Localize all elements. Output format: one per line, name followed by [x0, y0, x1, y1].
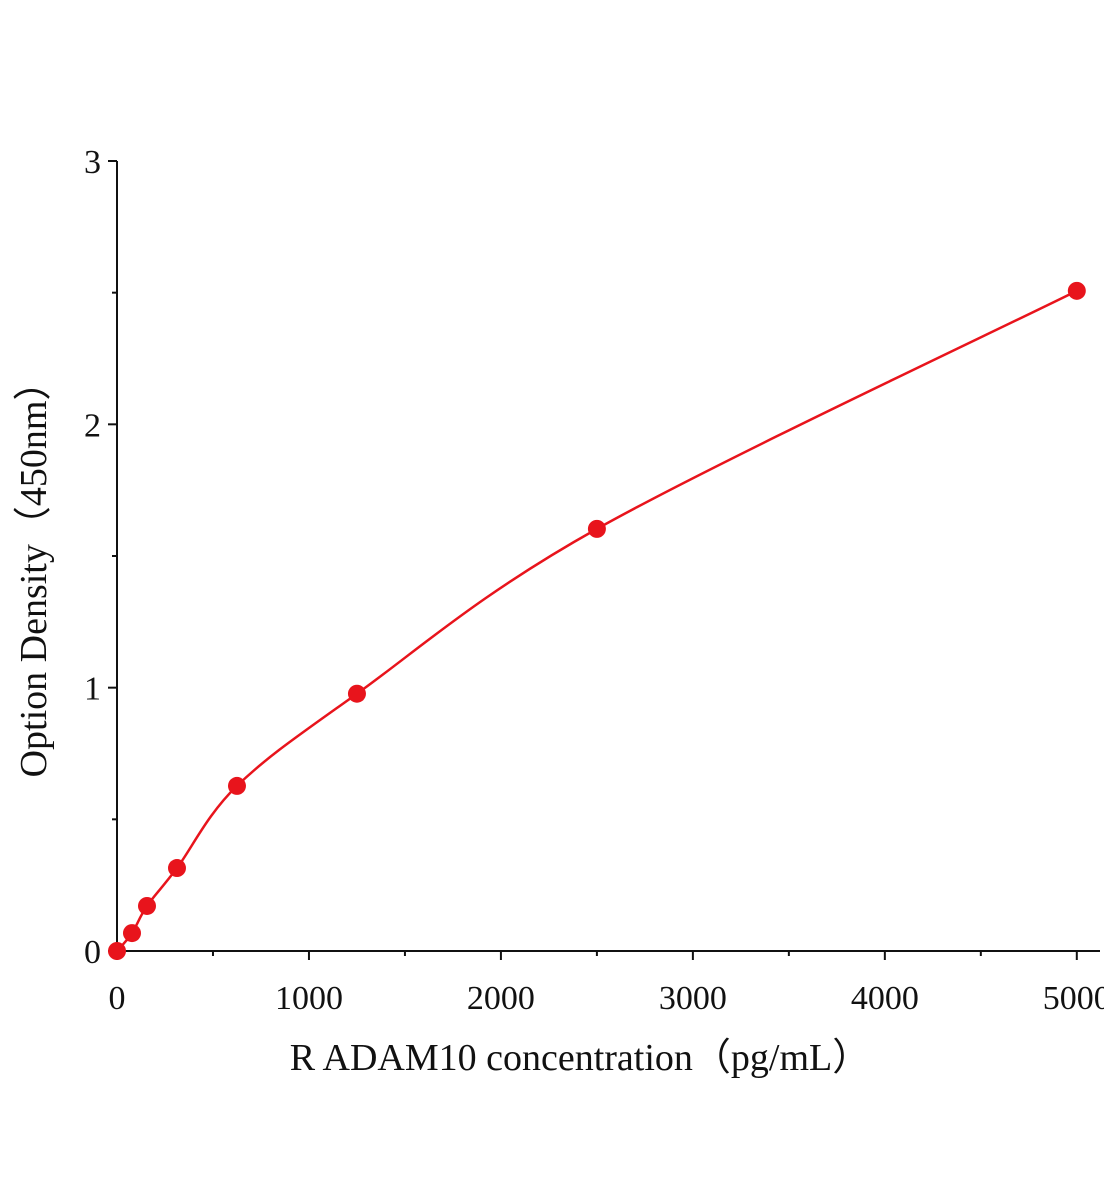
data-point	[347, 684, 366, 703]
data-point	[227, 776, 246, 795]
x-tick-label: 3000	[659, 980, 727, 1017]
data-point	[587, 519, 606, 538]
x-tick-label: 5000	[1043, 980, 1104, 1017]
x-axis-label: R ADAM10 concentration（pg/mL）	[290, 1037, 870, 1079]
x-tick-label: 1000	[275, 980, 343, 1017]
y-axis-label: Option Density（450nm）	[13, 363, 55, 778]
y-tick-label: 0	[84, 934, 101, 971]
fit-curve	[116, 289, 1078, 952]
data-point	[1067, 281, 1086, 300]
x-tick-label: 2000	[467, 980, 535, 1017]
x-tick-label: 4000	[851, 980, 919, 1017]
data-point	[137, 896, 156, 915]
data-point	[122, 924, 141, 943]
y-tick-label: 3	[84, 144, 101, 181]
x-tick-label: 0	[109, 980, 126, 1017]
y-tick-label: 1	[84, 671, 101, 708]
y-tick-label: 2	[84, 407, 101, 444]
data-point	[167, 859, 186, 878]
data-point	[108, 942, 126, 960]
